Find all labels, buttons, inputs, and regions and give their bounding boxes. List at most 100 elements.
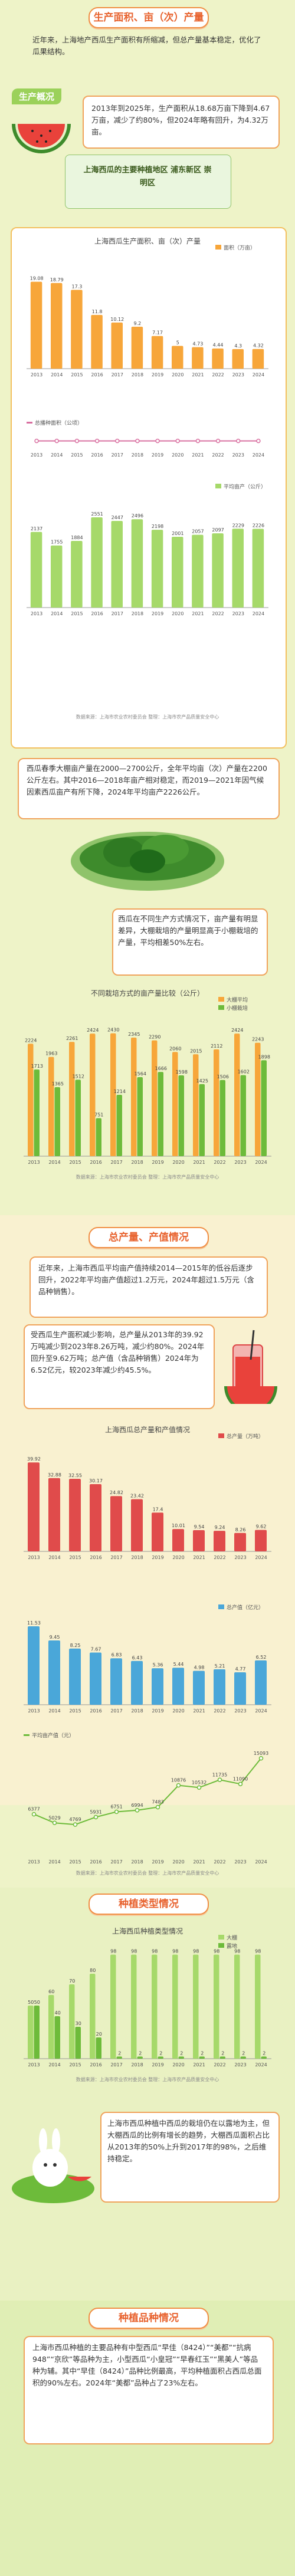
tick-label: 2016 (91, 611, 103, 616)
tick-label: 2020 (172, 372, 183, 378)
tick-label: 2021 (193, 1160, 205, 1165)
tick-label: 2019 (152, 1555, 163, 1560)
bar (219, 2056, 225, 2059)
bar (30, 281, 42, 369)
bar (151, 530, 163, 608)
tick-label: 2023 (234, 2062, 246, 2068)
tick-label: 2022 (214, 1708, 225, 1714)
tick-label: 2013 (28, 1708, 40, 1714)
tick-label: 2022 (214, 2062, 225, 2068)
data-label: 1425 (196, 1078, 208, 1084)
tick-label: 2020 (172, 1859, 184, 1865)
bar (131, 1499, 143, 1551)
bar (172, 536, 183, 608)
tick-label: 2017 (110, 2062, 122, 2068)
tick-label: 2024 (255, 1708, 267, 1714)
chart-total-area-line: 总播种面积（公顷） 2013 2014 2015 2016 2017 2018 2019 202… (27, 419, 264, 458)
bar (193, 1954, 199, 2059)
data-label: 4.44 (213, 343, 224, 348)
chart4-source: 数据来源：上海市农业农村委员会 整理：上海市农产品质量安全中心 (76, 1174, 219, 1180)
data-label: 9.62 (256, 1524, 267, 1530)
bar (172, 1529, 184, 1551)
data-label: 2 (242, 2050, 245, 2056)
yield-side-card (112, 908, 268, 976)
section-title-output: 总产量、产值情况 (88, 1227, 209, 1248)
tick-label: 2021 (193, 1859, 205, 1865)
data-label: 1506 (217, 1074, 229, 1079)
legend-swatch (218, 1005, 224, 1010)
tick-label: 2016 (90, 1160, 101, 1165)
section-title-variety: 种植品种情况 (88, 2308, 209, 2329)
data-label: 5.21 (215, 1663, 225, 1669)
bar (255, 1530, 267, 1551)
bar (252, 529, 264, 608)
data-label: 2 (263, 2050, 266, 2056)
tick-label: 2019 (152, 1160, 163, 1165)
data-point (258, 1756, 264, 1761)
data-point (54, 438, 59, 444)
tick-label: 2017 (110, 1555, 122, 1560)
tick-label: 2024 (253, 372, 264, 378)
data-label: 1365 (52, 1081, 64, 1087)
data-label: 2 (159, 2050, 162, 2056)
tick-label: 2013 (28, 2062, 40, 2068)
data-point (155, 438, 160, 444)
data-label: 2224 (25, 1038, 37, 1043)
data-point (52, 1820, 57, 1826)
data-label: 1755 (51, 540, 63, 545)
data-label: 5931 (90, 1809, 101, 1814)
bar (192, 534, 204, 608)
data-label: 98 (152, 1949, 158, 1954)
data-label: 11.8 (92, 309, 103, 314)
bar (214, 1954, 219, 2059)
bar (131, 1954, 137, 2059)
data-label: 20 (96, 2032, 102, 2037)
tick-label: 2017 (112, 452, 123, 458)
chart-title: 不同栽培方式的亩产量比较（公斤） (91, 989, 204, 997)
data-label: 10532 (192, 1780, 206, 1785)
data-point (34, 438, 39, 444)
data-label: 98 (234, 1949, 240, 1954)
tick-label: 2023 (234, 1708, 246, 1714)
data-label: 5.36 (153, 1662, 163, 1668)
tick-label: 2024 (255, 1555, 267, 1560)
data-label: 2198 (152, 524, 163, 529)
data-label: 15093 (254, 1751, 268, 1756)
bar (219, 1079, 225, 1156)
data-label: 11.53 (27, 1620, 41, 1626)
data-label: 1666 (155, 1066, 167, 1071)
data-label: 30.17 (89, 1478, 103, 1484)
bar (34, 1069, 40, 1156)
bar (158, 2056, 163, 2059)
data-point (215, 438, 221, 444)
data-label: 2496 (132, 513, 143, 519)
data-label: 60 (48, 1989, 54, 1994)
data-point (155, 1804, 160, 1810)
yield-text: 西瓜春季大棚亩产量在2000—2700公斤，全年平均亩（次）产量在2200公斤左… (27, 764, 267, 796)
legend-swatch (218, 1433, 224, 1438)
bar (214, 1049, 219, 1156)
bar (192, 347, 204, 369)
data-label: 6.83 (112, 1652, 122, 1658)
tick-label: 2016 (90, 1708, 101, 1714)
bar (152, 1512, 163, 1551)
bar (234, 1954, 240, 2059)
yield-side-text: 西瓜在不同生产方式情况下，亩产量有明显差异，大棚栽培的产量明显高于小棚栽培的产量… (118, 914, 258, 947)
tick-label: 2022 (214, 1160, 225, 1165)
tick-label: 2024 (255, 1160, 267, 1165)
tick-label: 2021 (192, 611, 204, 616)
bar (110, 1496, 122, 1551)
data-label: 9.45 (50, 1635, 60, 1640)
data-label: 2 (139, 2050, 142, 2056)
tick-label: 2018 (131, 2062, 143, 2068)
tick-label: 2015 (69, 2062, 81, 2068)
bar (69, 1479, 81, 1551)
chart-total-value-bar: 总产值（亿元） 11.53 2013 9.45 2014 8.25 2015 7.67 2016… (24, 1604, 271, 1714)
data-label: 2243 (252, 1037, 264, 1042)
legend-label: 总播种面积（公顷） (35, 419, 83, 426)
tick-label: 2024 (253, 611, 264, 616)
tick-label: 2021 (192, 372, 204, 378)
bar (30, 531, 42, 608)
tick-label: 2018 (131, 1555, 143, 1560)
